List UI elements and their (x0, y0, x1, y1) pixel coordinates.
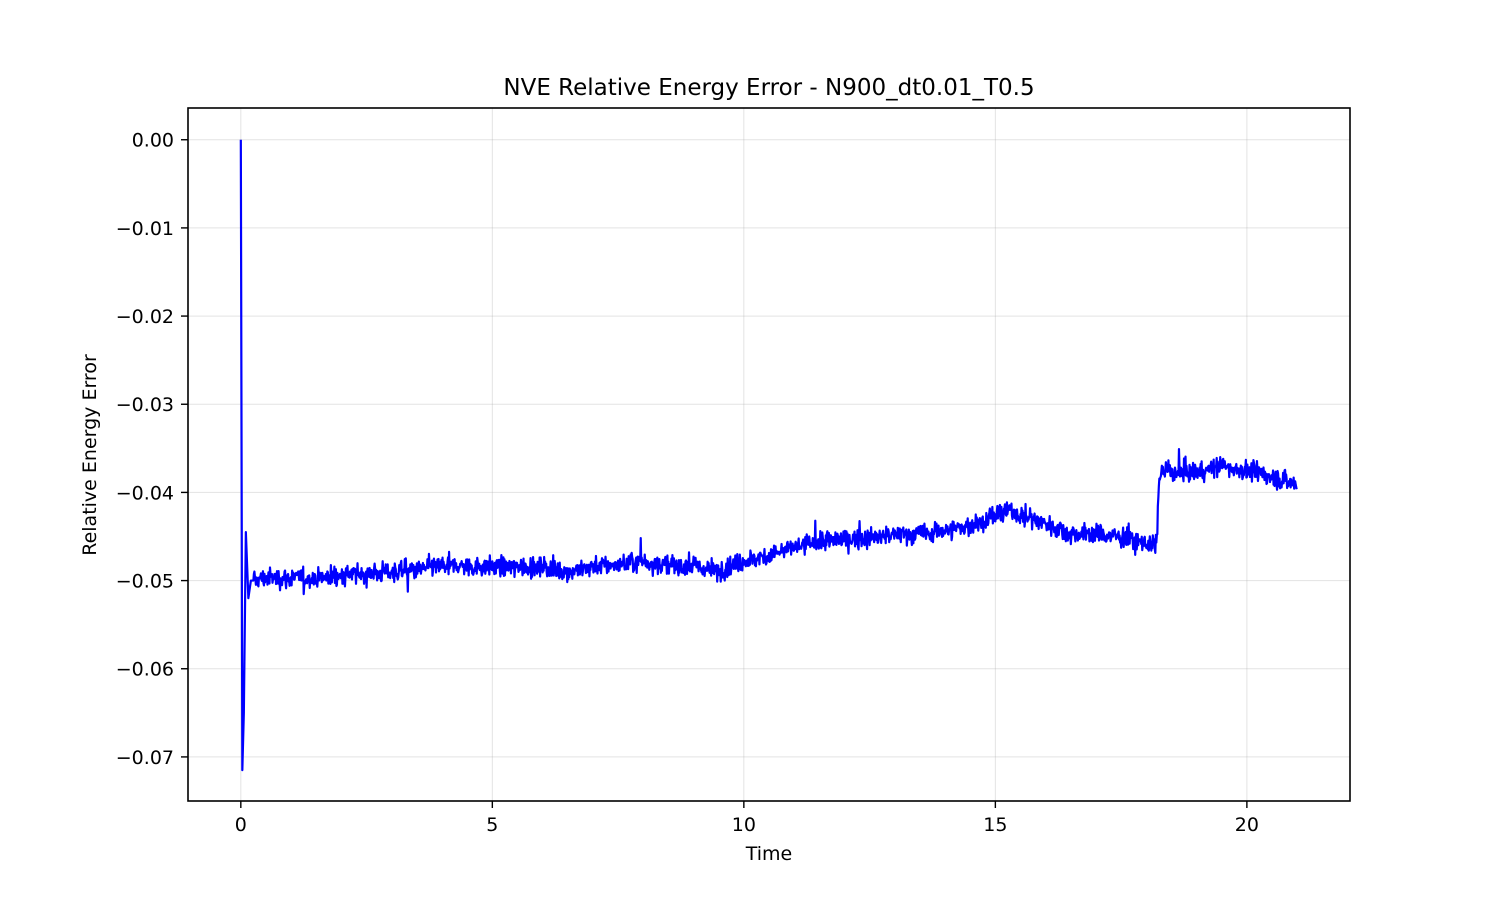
plot-frame (187, 107, 1351, 802)
x-tick-label: 15 (983, 814, 1007, 836)
series-layer (239, 139, 1298, 772)
x-tick-label: 20 (1235, 814, 1259, 836)
y-tick-label: −0.03 (116, 394, 174, 416)
y-tick-label: −0.05 (116, 571, 174, 593)
y-tick-label: 0.00 (132, 130, 174, 152)
chart-title: NVE Relative Energy Error - N900_dt0.01_… (503, 75, 1034, 101)
y-tick-label: −0.06 (116, 659, 174, 681)
x-tick-label: 0 (235, 814, 247, 836)
y-tick-label: −0.01 (116, 218, 174, 240)
x-axis-title: Time (745, 843, 793, 865)
x-tick-label: 5 (486, 814, 498, 836)
series-line (239, 139, 1298, 772)
y-axis-title: Relative Energy Error (79, 354, 101, 556)
y-tick-label: −0.07 (116, 747, 174, 769)
y-tick-label: −0.02 (116, 306, 174, 328)
axis-ticks: 0 5 10 15 20 0.00 −0.01 −0.02 −0.03 −0.04 −0.05 −0.… (116, 130, 1259, 836)
y-tick-label: −0.04 (116, 482, 174, 504)
x-tick-label: 10 (732, 814, 756, 836)
